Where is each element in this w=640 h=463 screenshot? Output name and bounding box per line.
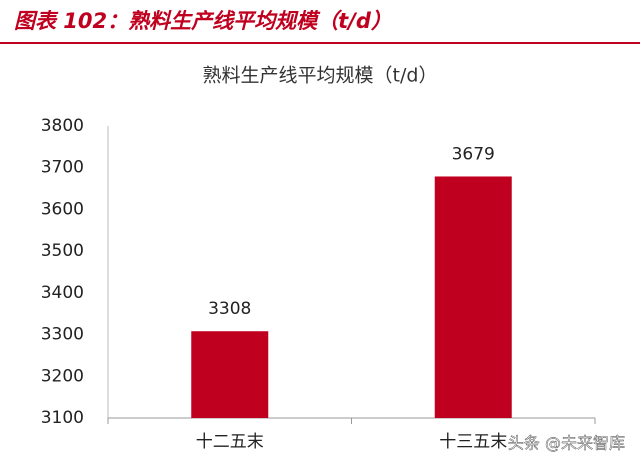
watermark: 头条 @未来智库 [508, 434, 625, 453]
bar [191, 331, 269, 418]
data-label: 3308 [208, 299, 251, 319]
chart-title: 熟料生产线平均规模（t/d） [203, 65, 438, 87]
x-tick-label: 十三五末 [439, 432, 507, 452]
y-tick-label: 3400 [41, 283, 84, 303]
y-tick-label: 3200 [41, 366, 84, 386]
x-tick-label: 十二五末 [196, 432, 264, 452]
y-tick-label: 3100 [41, 408, 84, 428]
bar [434, 176, 512, 418]
y-tick-label: 3300 [41, 325, 84, 345]
y-tick-label: 3500 [41, 241, 84, 261]
y-tick-label: 3700 [41, 158, 84, 178]
y-tick-label: 3600 [41, 199, 84, 219]
y-tick-label: 3800 [41, 116, 84, 136]
data-label: 3679 [452, 144, 495, 164]
figure-caption: 图表 102：熟料生产线平均规模（t/d） [14, 9, 392, 33]
